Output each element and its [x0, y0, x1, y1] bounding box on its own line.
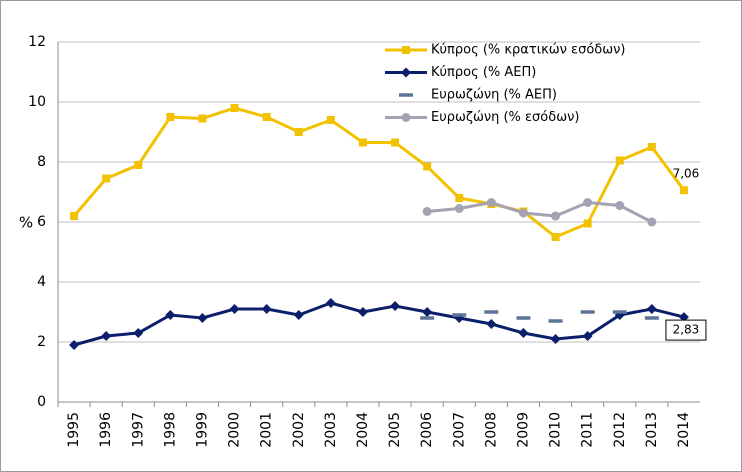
- marker: [102, 174, 111, 183]
- x-tick-label: 2013: [644, 412, 660, 448]
- x-tick-label: 1998: [162, 412, 178, 448]
- marker: [262, 113, 271, 121]
- marker: [293, 310, 304, 320]
- marker: [69, 340, 80, 350]
- x-tick-label: 2014: [676, 412, 692, 448]
- data-label-box: [665, 319, 707, 341]
- marker: [550, 334, 561, 344]
- marker: [455, 194, 464, 202]
- marker: [615, 156, 624, 165]
- series-line: [427, 200, 653, 224]
- x-tick-label: 2009: [515, 412, 531, 448]
- x-tick-label: 1996: [98, 412, 114, 448]
- x-tick-label: 2011: [580, 412, 596, 448]
- legend-label: Κύπρος (% ΑΕΠ): [431, 65, 536, 80]
- marker: [391, 138, 400, 147]
- x-tick-label: 2007: [451, 412, 467, 448]
- legend-marker: [401, 67, 411, 78]
- x-tick-label: 1995: [66, 412, 82, 448]
- marker: [101, 331, 112, 341]
- marker: [133, 328, 144, 338]
- marker: [647, 143, 656, 151]
- marker: [583, 198, 593, 207]
- y-tick-label: 0: [37, 394, 46, 410]
- legend-marker: [401, 113, 411, 122]
- legend-label: Ευρωζώνη (% εσόδων): [431, 110, 579, 125]
- marker: [518, 208, 528, 218]
- marker: [357, 307, 368, 317]
- legend-label: Κύπρος (% κρατικών εσόδων): [431, 43, 625, 58]
- x-tick-label: 2008: [483, 412, 499, 448]
- marker: [646, 304, 657, 314]
- marker: [486, 319, 497, 329]
- marker: [165, 310, 176, 320]
- x-tick-label: 2010: [548, 412, 564, 448]
- x-tick-label: 2003: [323, 412, 339, 448]
- x-tick-label: 1999: [194, 412, 210, 448]
- marker: [358, 138, 367, 147]
- x-tick-label: 1997: [130, 412, 146, 448]
- marker: [422, 307, 433, 317]
- y-tick-label: 6: [37, 214, 46, 230]
- marker: [615, 201, 625, 210]
- marker: [486, 198, 496, 207]
- marker: [454, 204, 464, 213]
- data-label: 2,83: [673, 323, 700, 337]
- x-tick-label: 2006: [419, 412, 435, 448]
- marker: [326, 116, 335, 124]
- marker: [518, 328, 529, 338]
- marker: [229, 304, 240, 314]
- x-tick-label: 2012: [612, 412, 628, 448]
- y-tick-label: 10: [28, 94, 46, 110]
- y-tick-label: 12: [28, 34, 46, 50]
- marker: [197, 313, 208, 323]
- marker: [294, 128, 303, 136]
- x-tick-label: 2004: [355, 412, 371, 448]
- legend-marker: [402, 46, 410, 54]
- marker: [390, 301, 401, 311]
- marker: [647, 217, 657, 227]
- series-line: [73, 301, 685, 347]
- data-label: 7,06: [673, 167, 700, 181]
- series-line: [72, 106, 686, 239]
- y-tick-label: 8: [37, 154, 46, 170]
- marker: [261, 304, 272, 314]
- marker: [325, 298, 336, 308]
- marker: [134, 161, 143, 169]
- marker: [679, 186, 688, 195]
- marker: [582, 331, 593, 341]
- legend-label: Ευρωζώνη (% ΑΕΠ): [431, 88, 557, 103]
- marker: [166, 113, 175, 121]
- marker: [551, 233, 560, 241]
- marker: [423, 162, 432, 171]
- x-tick-label: 2002: [291, 412, 307, 448]
- y-tick-label: 4: [37, 274, 46, 290]
- marker: [198, 114, 207, 123]
- x-tick-label: 2000: [227, 412, 243, 448]
- marker: [230, 104, 239, 112]
- marker: [551, 211, 561, 221]
- marker: [583, 219, 592, 228]
- x-tick-label: 2005: [387, 412, 403, 448]
- y-tick-label: 2: [37, 334, 46, 350]
- y-axis-label: %: [19, 214, 33, 232]
- x-tick-label: 2001: [259, 412, 275, 448]
- marker: [422, 207, 432, 216]
- marker: [70, 212, 79, 220]
